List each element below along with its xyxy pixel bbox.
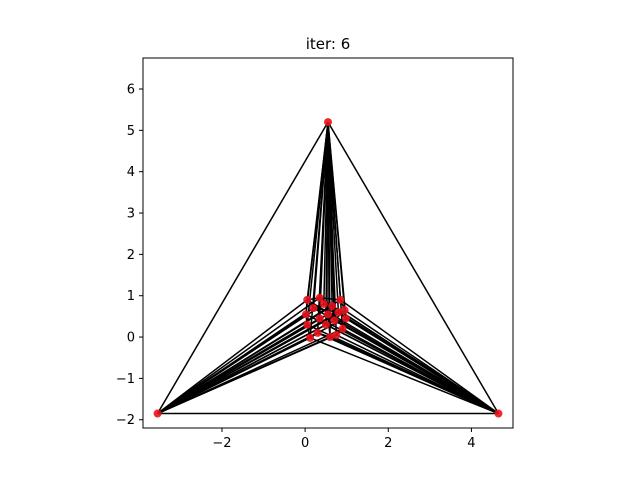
x-tick-label: −2: [212, 436, 231, 451]
inner-node-point: [341, 314, 350, 323]
inner-node-point: [332, 330, 341, 339]
graph-edge: [319, 317, 499, 415]
x-tick-label: 0: [301, 436, 309, 451]
graph-edge: [318, 122, 329, 319]
y-tick-label: −1: [116, 372, 135, 387]
inner-node-point: [321, 320, 330, 329]
inner-node-point: [319, 299, 328, 308]
graph-edge: [327, 122, 340, 313]
y-tick-label: 0: [127, 331, 135, 346]
y-tick-label: 6: [127, 83, 135, 98]
inner-node-point: [315, 314, 324, 323]
inner-node-point: [338, 324, 347, 333]
y-tick-label: 1: [127, 289, 135, 304]
chart-title: iter: 6: [306, 35, 351, 53]
inner-node-point: [340, 306, 349, 315]
inner-node-point: [336, 295, 345, 304]
graph-edge: [157, 336, 331, 415]
graph-edge: [156, 121, 329, 414]
inner-node-point: [313, 328, 322, 337]
inner-node-point: [303, 320, 312, 329]
edges-layer: [156, 121, 500, 415]
outer-node-point: [494, 409, 503, 418]
graph-edge: [327, 313, 499, 415]
inner-node-point: [328, 302, 337, 311]
inner-node-point: [306, 333, 315, 342]
inner-node-point: [330, 316, 339, 325]
plot-frame: [142, 57, 514, 429]
graph-edge: [157, 303, 325, 415]
y-tick-label: 2: [127, 248, 135, 263]
graph-edge: [305, 121, 329, 315]
y-tick-label: 5: [127, 124, 135, 139]
inner-node-point: [301, 310, 310, 319]
graph-edge: [327, 122, 335, 321]
graph-edge: [312, 122, 329, 309]
graph-edge: [306, 323, 499, 415]
graph-edge: [157, 323, 327, 415]
graph-edge: [327, 121, 500, 414]
inner-node-point: [315, 293, 324, 302]
y-tick-label: 4: [127, 165, 135, 180]
graph-edge: [337, 311, 499, 415]
graph-edge: [313, 307, 339, 313]
x-tick-label: 4: [467, 436, 475, 451]
y-tick-label: 3: [127, 207, 135, 222]
graph-edge: [340, 299, 499, 415]
inner-node-point: [309, 304, 318, 313]
graph-edge: [309, 337, 499, 415]
inner-node-point: [334, 308, 343, 317]
y-axis: −2 −1 0 1 2 3 4 5 6: [116, 83, 143, 428]
graph-edge: [157, 299, 308, 415]
inner-node-point: [326, 333, 335, 342]
inner-node-point: [303, 295, 312, 304]
graph-edge: [157, 297, 321, 415]
outer-node-point: [153, 409, 162, 418]
outer-node-point: [324, 118, 332, 127]
x-tick-label: 2: [384, 436, 392, 451]
y-tick-label: −2: [116, 413, 135, 428]
points-layer: [153, 118, 503, 418]
x-axis: −2 0 2 4: [212, 428, 476, 451]
inner-node-point: [324, 310, 332, 319]
